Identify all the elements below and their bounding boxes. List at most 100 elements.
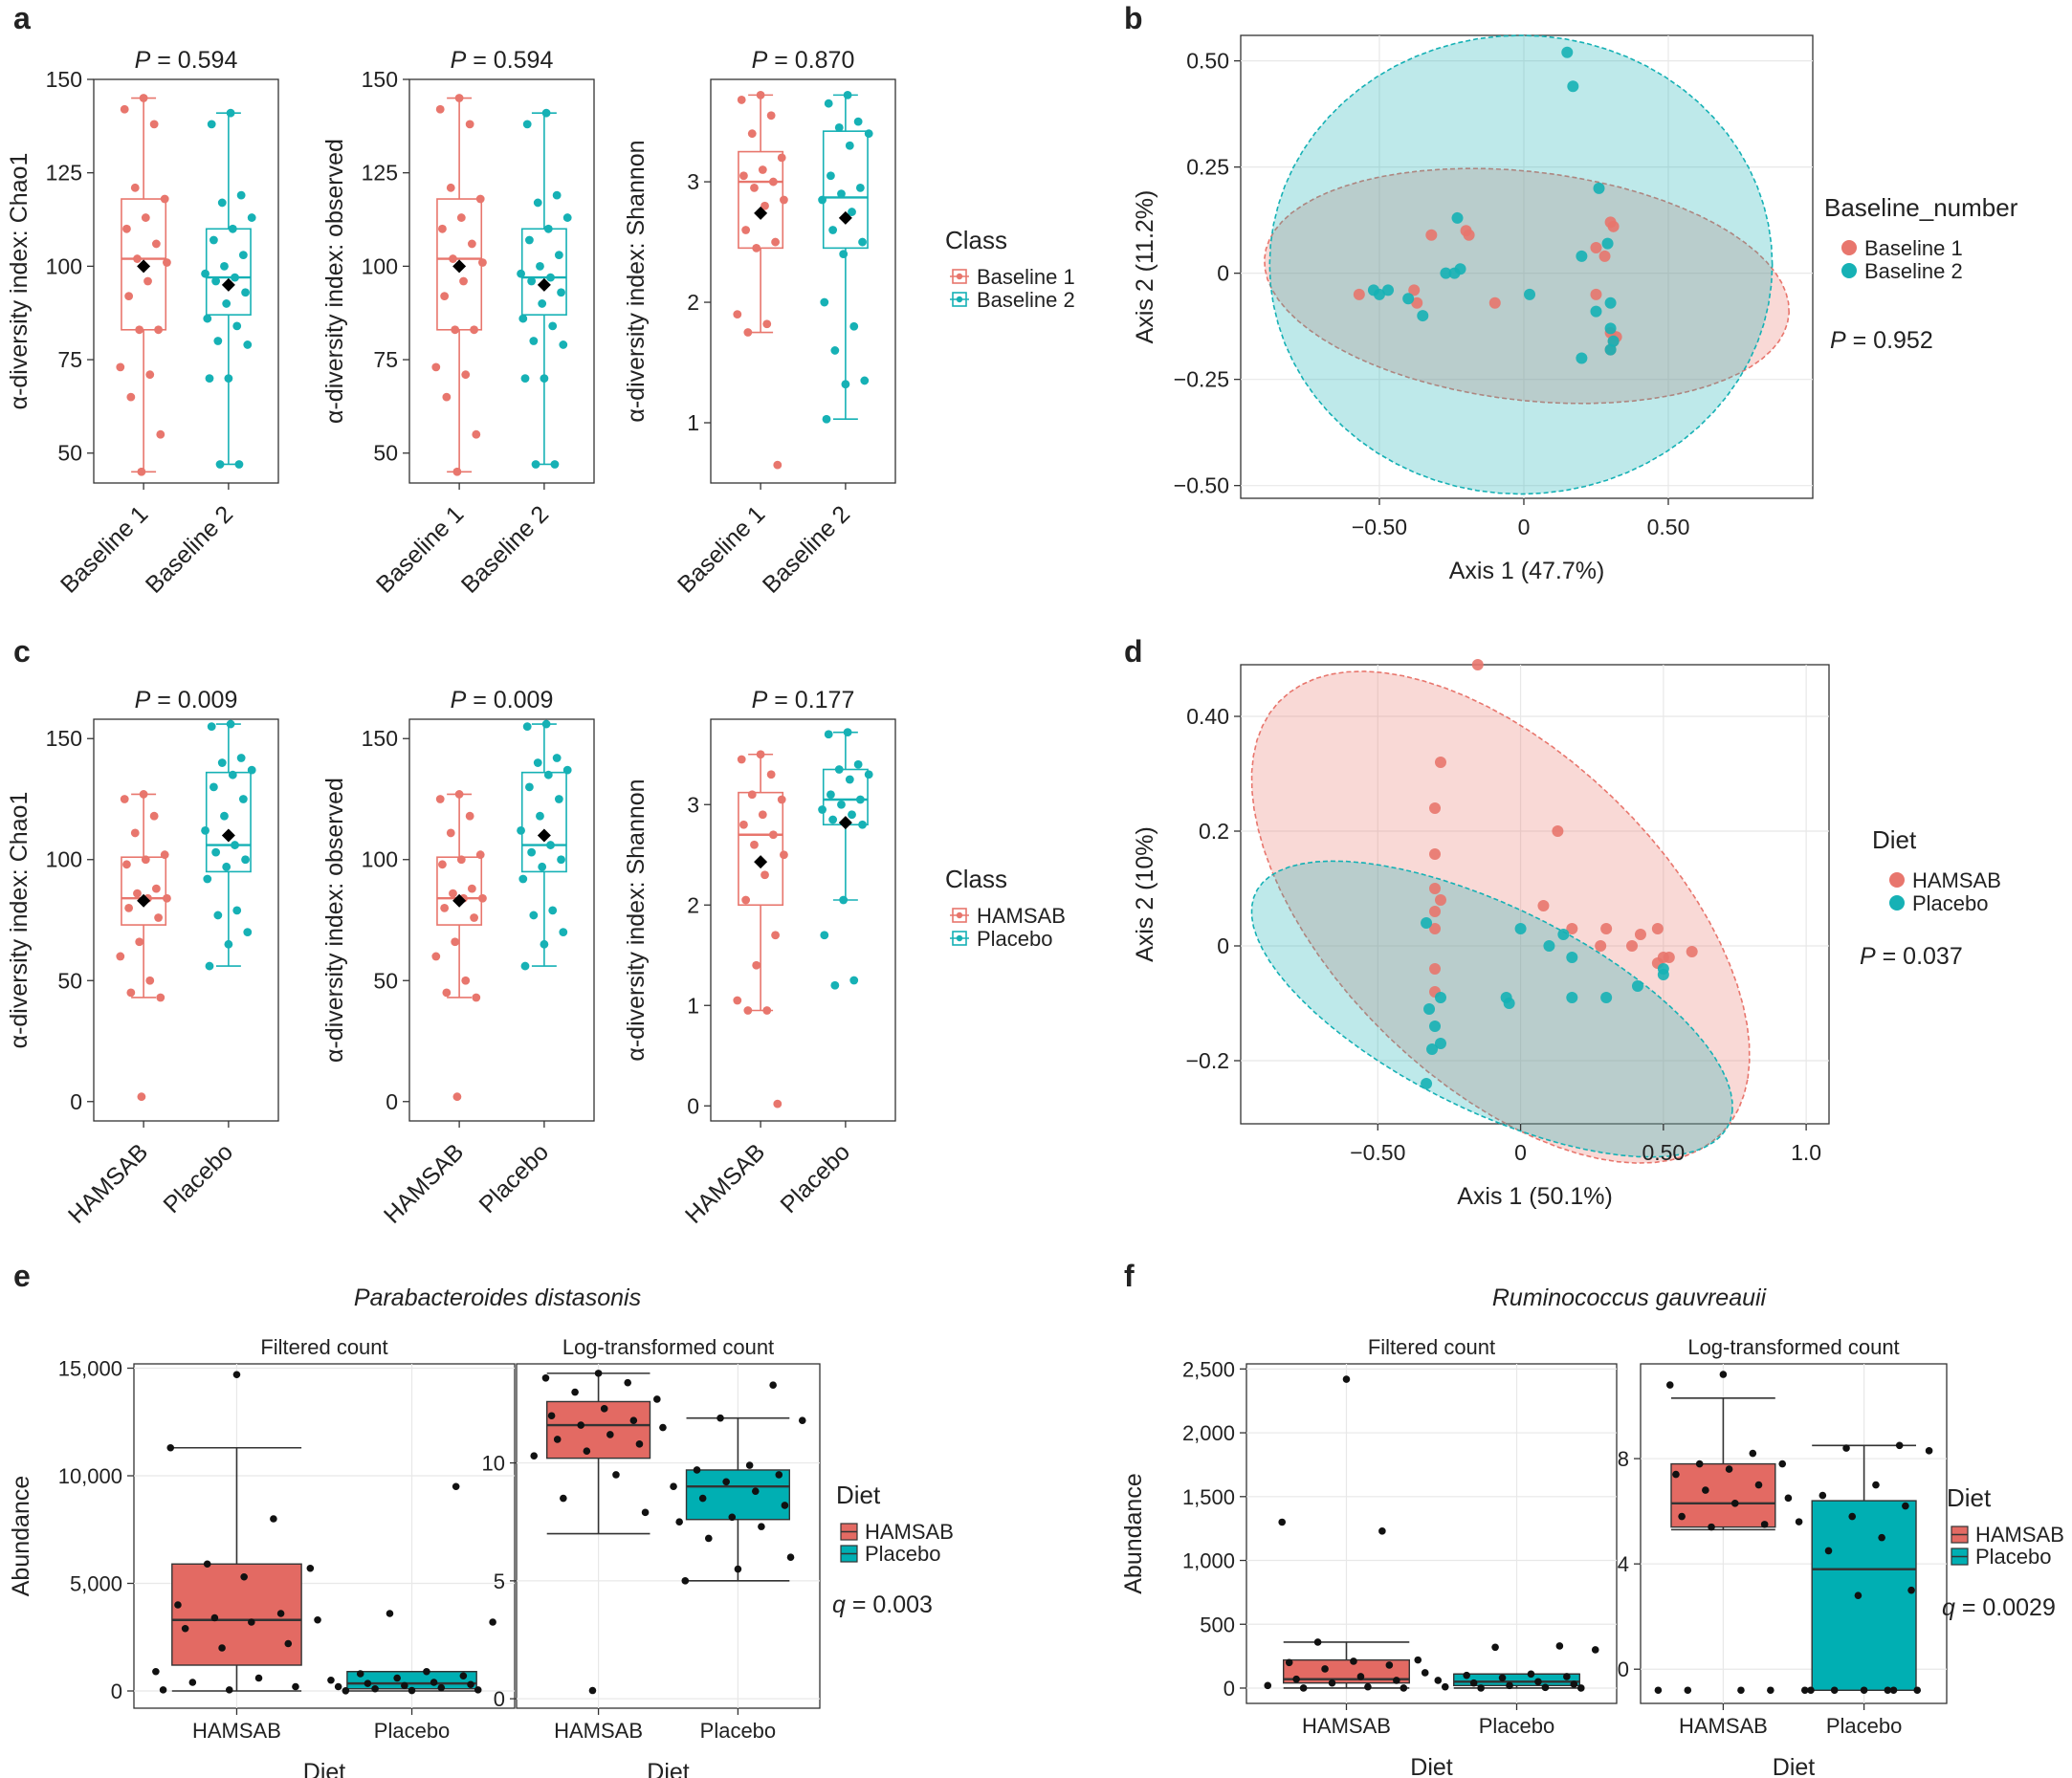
data-point-Placebo (1566, 952, 1578, 963)
facet-title: Log-transformed count (1687, 1335, 1899, 1359)
y-tick-label: 500 (1200, 1613, 1235, 1636)
data-point (393, 1674, 401, 1682)
data-point (1695, 1460, 1704, 1468)
data-point (236, 190, 246, 200)
data-point (133, 889, 142, 898)
x-tick-label: Baseline 2 (141, 500, 238, 598)
data-point (780, 195, 788, 205)
data-point (478, 893, 487, 903)
legend-label: Placebo (977, 927, 1053, 951)
data-point (670, 1482, 677, 1491)
data-point (562, 213, 572, 222)
data-point-HAMSAB (1429, 923, 1442, 934)
data-point (698, 1494, 707, 1503)
x-axis-label: Axis 1 (47.7%) (1449, 558, 1605, 584)
data-point (141, 855, 150, 865)
y-axis-label: Abundance (8, 1476, 34, 1597)
data-point (828, 815, 838, 824)
data-point (451, 937, 460, 947)
x-tick-label: Baseline 1 (672, 500, 770, 598)
data-point (588, 1686, 597, 1695)
data-point-Placebo (1426, 1043, 1439, 1055)
data-point (423, 1667, 430, 1676)
legend-label: Placebo (865, 1542, 941, 1566)
data-point (149, 811, 159, 821)
data-point-HAMSAB (1552, 825, 1564, 837)
data-point (124, 903, 134, 912)
data-point (820, 931, 829, 940)
data-point (635, 1440, 644, 1448)
data-point (451, 325, 460, 335)
data-point (552, 754, 562, 762)
data-point (530, 1452, 539, 1460)
data-point (750, 183, 759, 192)
data-point-Placebo (1421, 1078, 1433, 1089)
scatter-chart-d: −0.50 0 0.50 1.0 −0.2 0 0.2 0.40 Axis 1 (50.1%) A… (1132, 659, 2001, 1210)
data-point (474, 1686, 482, 1694)
data-point (543, 224, 553, 233)
mean-marker (137, 259, 151, 274)
data-point (849, 976, 859, 985)
legend-key-dot (956, 911, 963, 919)
y-tick-label: 0.50 (1186, 49, 1229, 74)
data-point-HAMSAB (1429, 802, 1442, 814)
chart-title: P = 0.594 (135, 47, 238, 74)
data-point (218, 1644, 226, 1652)
data-point (1350, 1657, 1357, 1665)
data-point-Baseline 2 (1373, 288, 1385, 300)
x-tick-label: HAMSAB (192, 1719, 281, 1743)
data-point (236, 754, 246, 762)
legend-title: Diet (1947, 1483, 1992, 1512)
data-point (1665, 1381, 1674, 1389)
box-chart-f1: HAMSAB Placebo 0 500 1,000 1,500 2,000 2,500 Fil… (1120, 1335, 1618, 1778)
data-point-Placebo (1503, 998, 1515, 1009)
data-point (461, 976, 471, 985)
data-point (154, 325, 163, 335)
mean-marker (137, 893, 151, 908)
chart-title: P = 0.870 (752, 47, 855, 74)
data-point (461, 370, 471, 380)
data-point (834, 122, 844, 132)
y-tick-label: 100 (46, 847, 82, 872)
y-tick-label: 0 (494, 1687, 505, 1711)
data-point (220, 261, 229, 271)
data-point (472, 993, 481, 1002)
data-point-Baseline 2 (1402, 293, 1415, 305)
data-point (248, 1618, 255, 1626)
data-point (531, 460, 540, 469)
y-tick-label: 15,000 (58, 1357, 122, 1381)
box-Placebo (520, 771, 567, 873)
data-point (557, 855, 565, 865)
y-tick-label: 0 (1217, 261, 1229, 286)
data-point (768, 177, 778, 187)
data-point (1800, 1686, 1809, 1695)
x-tick-label: Placebo (1479, 1714, 1555, 1738)
y-tick-label: 0 (70, 1089, 82, 1114)
data-point (1321, 1665, 1329, 1673)
box-Placebo (685, 1469, 791, 1521)
data-point (431, 952, 441, 961)
data-point (1795, 1518, 1803, 1526)
y-tick-label: 3 (687, 792, 699, 817)
y-tick-label: 8 (1618, 1447, 1629, 1471)
data-point (739, 171, 748, 181)
plot-frame (710, 78, 896, 484)
y-tick-label: 0 (687, 1093, 699, 1118)
data-point-Placebo (1429, 1021, 1442, 1032)
data-point (1737, 1686, 1745, 1695)
plot-frame (93, 718, 279, 1122)
confidence-ellipse-Placebo (1250, 860, 1733, 1158)
data-point-Placebo (1657, 969, 1669, 980)
data-point (452, 1482, 460, 1491)
x-tick-label: 0 (1518, 515, 1531, 539)
data-point (1725, 1465, 1733, 1473)
x-tick-label: Placebo (158, 1138, 238, 1218)
data-point (1378, 1527, 1386, 1535)
species-title: Ruminococcus gauvreauii (1492, 1284, 1768, 1311)
plot-frame (1240, 664, 1830, 1125)
data-point (1684, 1686, 1692, 1695)
y-tick-label: −0.50 (1174, 473, 1229, 498)
confidence-ellipse-Baseline 2 (1268, 34, 1774, 495)
